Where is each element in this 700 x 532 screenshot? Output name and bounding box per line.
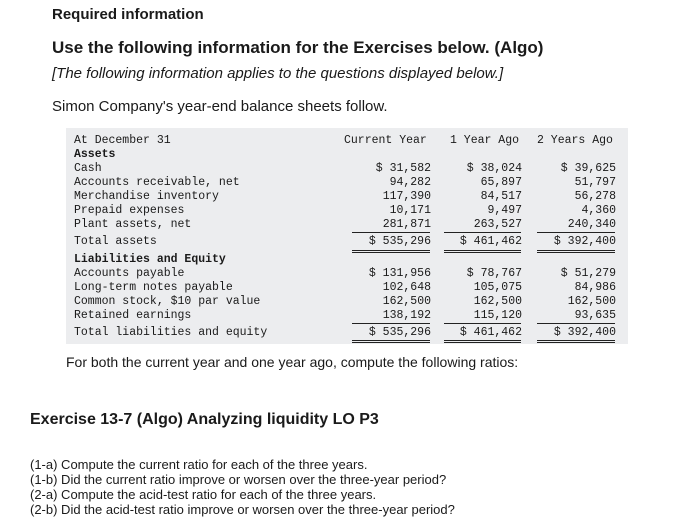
re-1-year-ago: 115,120 bbox=[473, 309, 522, 322]
liab-subtotal-rule-2-years-ago bbox=[537, 323, 615, 324]
total-assets-2-years-ago: $ 392,400 bbox=[553, 235, 616, 248]
cash-2-years-ago: $ 39,625 bbox=[560, 162, 616, 175]
total-rule-current bbox=[352, 250, 430, 251]
row-label-cash: Cash bbox=[74, 162, 102, 175]
notes-2-years-ago: 84,986 bbox=[574, 281, 616, 294]
liabilities-heading: Liabilities and Equity bbox=[74, 253, 226, 266]
row-label-accounts-payable: Accounts payable bbox=[74, 267, 185, 280]
total-liab-current: $ 535,296 bbox=[368, 326, 431, 339]
liab-subtotal-rule-current bbox=[352, 323, 430, 324]
liab-total-rule-current bbox=[352, 340, 430, 341]
col-label-at-december: At December 31 bbox=[74, 134, 171, 147]
row-label-total-assets: Total assets bbox=[74, 235, 157, 248]
prepaid-2-years-ago: 4,360 bbox=[581, 204, 616, 217]
stock-1-year-ago: 162,500 bbox=[473, 295, 522, 308]
liab-total-rule-2-years-ago bbox=[537, 340, 615, 341]
inventory-current: 117,390 bbox=[382, 190, 431, 203]
row-label-total-liabilities-equity: Total liabilities and equity bbox=[74, 326, 268, 339]
liab-total-double-rule-1-year-ago bbox=[444, 342, 521, 343]
cash-1-year-ago: $ 38,024 bbox=[466, 162, 522, 175]
row-label-prepaid-expenses: Prepaid expenses bbox=[74, 204, 185, 217]
total-liab-1-year-ago: $ 461,462 bbox=[459, 326, 522, 339]
question-2a: (2-a) Compute the acid-test ratio for ea… bbox=[30, 487, 377, 502]
instructions-heading: Use the following information for the Ex… bbox=[52, 38, 544, 57]
question-1b: (1-b) Did the current ratio improve or w… bbox=[30, 472, 447, 487]
col-header-2-years-ago: 2 Years Ago bbox=[537, 134, 613, 147]
stock-2-years-ago: 162,500 bbox=[567, 295, 616, 308]
stock-current: 162,500 bbox=[382, 295, 431, 308]
subtotal-rule-2-years-ago bbox=[537, 232, 615, 233]
notes-1-year-ago: 105,075 bbox=[473, 281, 522, 294]
row-label-accounts-receivable: Accounts receivable, net bbox=[74, 176, 240, 189]
balance-sheet-table: At December 31 Current Year 1 Year Ago 2… bbox=[66, 128, 628, 344]
total-rule-1-year-ago bbox=[444, 250, 521, 251]
inventory-1-year-ago: 84,517 bbox=[480, 190, 522, 203]
question-1a: (1-a) Compute the current ratio for each… bbox=[30, 457, 368, 472]
ap-2-years-ago: $ 51,279 bbox=[560, 267, 616, 280]
intro-text: Simon Company's year-end balance sheets … bbox=[52, 98, 388, 115]
total-liab-2-years-ago: $ 392,400 bbox=[553, 326, 616, 339]
cash-current: $ 31,582 bbox=[375, 162, 431, 175]
subtotal-rule-1-year-ago bbox=[444, 232, 521, 233]
ar-2-years-ago: 51,797 bbox=[574, 176, 616, 189]
ar-1-year-ago: 65,897 bbox=[480, 176, 522, 189]
liab-total-double-rule-current bbox=[352, 342, 430, 343]
plant-2-years-ago: 240,340 bbox=[567, 218, 616, 231]
ap-1-year-ago: $ 78,767 bbox=[466, 267, 522, 280]
question-2b: (2-b) Did the acid-test ratio improve or… bbox=[30, 502, 455, 517]
prepaid-1-year-ago: 9,497 bbox=[487, 204, 522, 217]
row-label-merchandise-inventory: Merchandise inventory bbox=[74, 190, 219, 203]
assets-heading: Assets bbox=[74, 148, 116, 161]
re-2-years-ago: 93,635 bbox=[574, 309, 616, 322]
subtotal-rule-current bbox=[352, 232, 430, 233]
total-assets-1-year-ago: $ 461,462 bbox=[459, 235, 522, 248]
applies-note: [The following information applies to th… bbox=[52, 65, 504, 82]
total-double-rule-current bbox=[352, 252, 430, 253]
col-header-1-year-ago: 1 Year Ago bbox=[450, 134, 520, 147]
total-assets-current: $ 535,296 bbox=[368, 235, 431, 248]
row-label-long-term-notes: Long-term notes payable bbox=[74, 281, 233, 294]
plant-1-year-ago: 263,527 bbox=[473, 218, 522, 231]
inventory-2-years-ago: 56,278 bbox=[574, 190, 616, 203]
total-double-rule-2-years-ago bbox=[537, 252, 615, 253]
row-label-plant-assets: Plant assets, net bbox=[74, 218, 192, 231]
row-label-common-stock: Common stock, $10 par value bbox=[74, 295, 261, 308]
compute-instructions: For both the current year and one year a… bbox=[66, 354, 519, 370]
ap-current: $ 131,956 bbox=[368, 267, 431, 280]
notes-current: 102,648 bbox=[382, 281, 431, 294]
re-current: 138,192 bbox=[382, 309, 431, 322]
liab-total-rule-1-year-ago bbox=[444, 340, 521, 341]
plant-current: 281,871 bbox=[382, 218, 431, 231]
col-header-current-year: Current Year bbox=[344, 134, 427, 147]
row-label-retained-earnings: Retained earnings bbox=[74, 309, 192, 322]
prepaid-current: 10,171 bbox=[389, 204, 431, 217]
liab-subtotal-rule-1-year-ago bbox=[444, 323, 521, 324]
exercise-title: Exercise 13-7 (Algo) Analyzing liquidity… bbox=[30, 411, 379, 428]
total-rule-2-years-ago bbox=[537, 250, 615, 251]
required-information-heading: Required information bbox=[52, 6, 204, 23]
total-double-rule-1-year-ago bbox=[444, 252, 521, 253]
ar-current: 94,282 bbox=[389, 176, 431, 189]
liab-total-double-rule-2-years-ago bbox=[537, 342, 615, 343]
